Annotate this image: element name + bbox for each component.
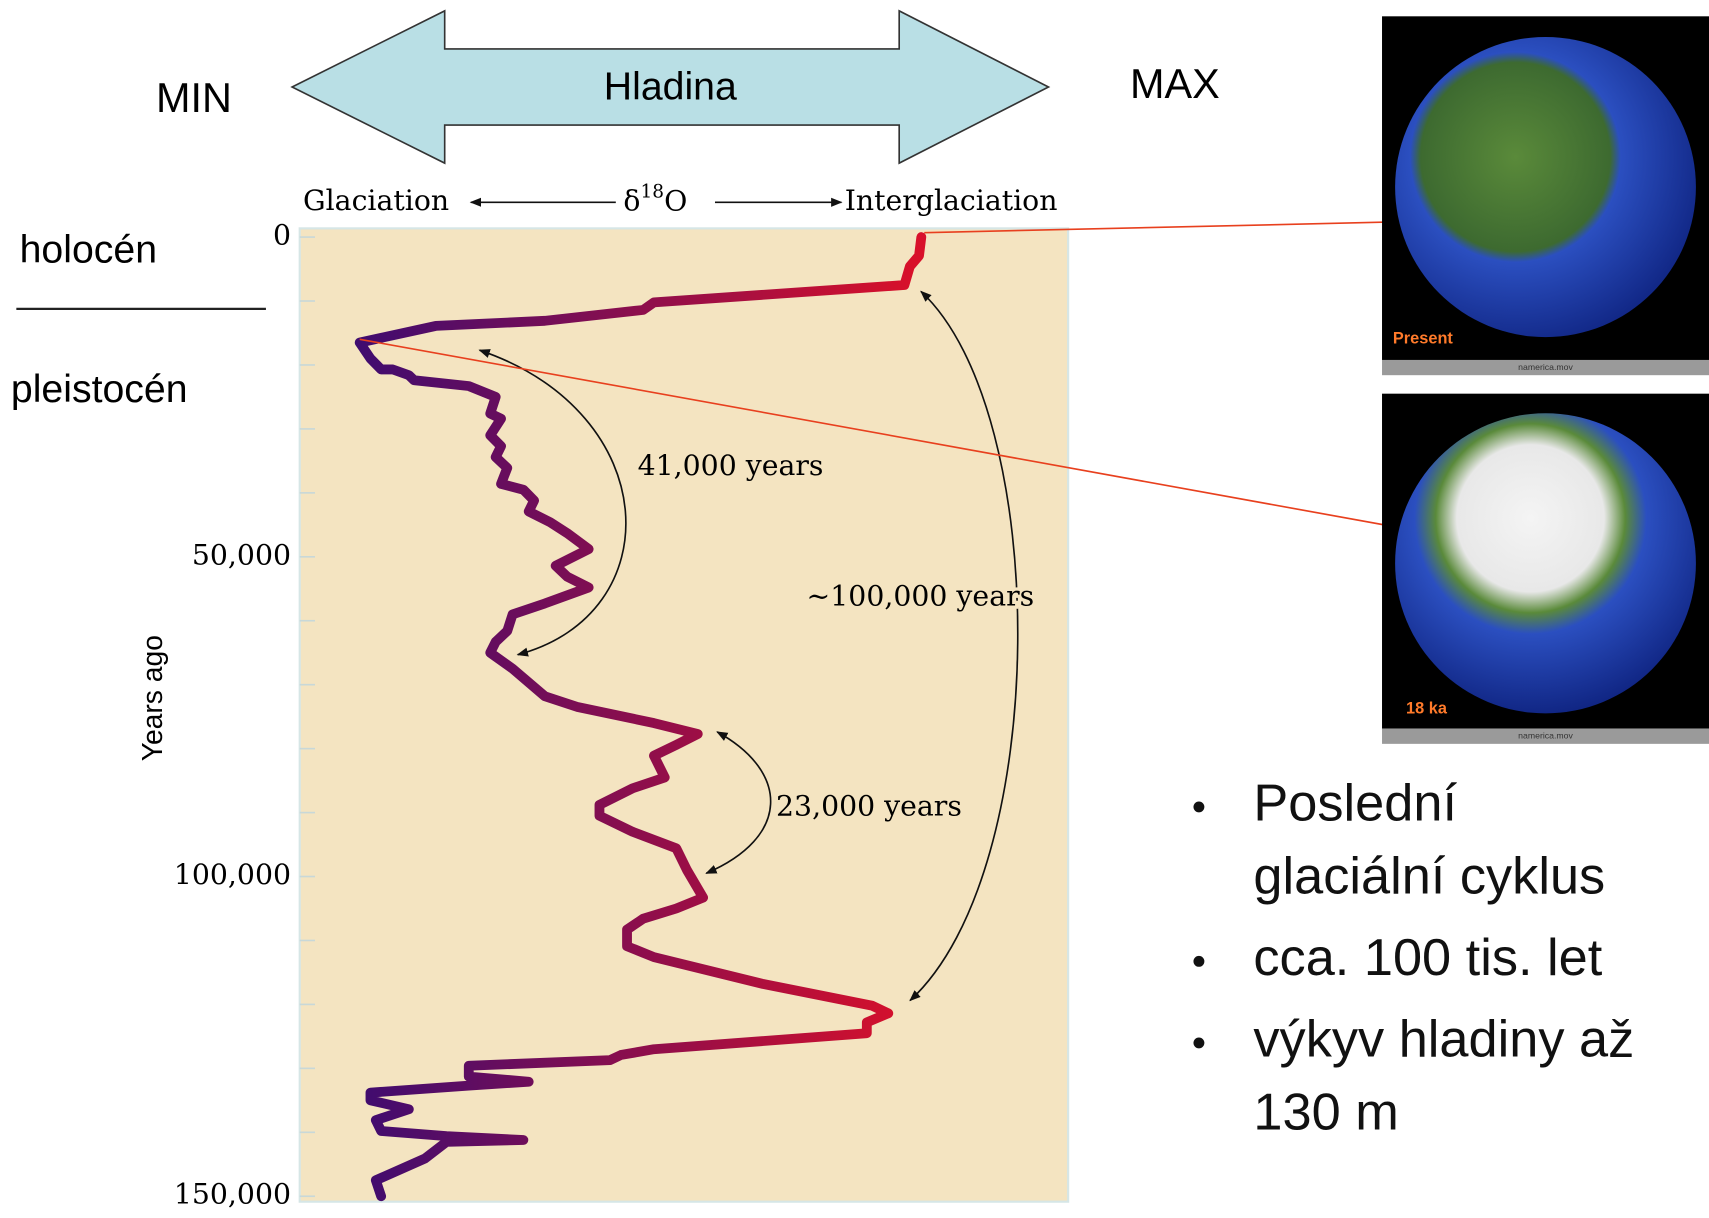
- plot: 0 50,000 100,000 150,000: [174, 219, 927, 1211]
- bullet-list: Poslední glaciální cyklus cca. 100 tis. le…: [1193, 775, 1634, 1142]
- cycle-arc: [478, 349, 627, 657]
- plot-area: [298, 227, 1070, 1203]
- y-axis-label: Years ago: [136, 635, 168, 761]
- min-label: MIN: [156, 75, 232, 121]
- image-strip: [1382, 728, 1709, 744]
- bullet-text: glaciální cyklus: [1253, 848, 1605, 906]
- annotation: ~100,000 years: [807, 580, 1035, 613]
- bullet-text: Poslední: [1253, 775, 1457, 833]
- x-left-label: Glaciation: [303, 184, 449, 217]
- x-right-label: Interglaciation: [845, 184, 1058, 217]
- y-tick-label: 0: [273, 219, 291, 252]
- data-line: [354, 232, 927, 1202]
- x-label-part: δ: [623, 184, 640, 217]
- x-label: δ18O: [623, 181, 687, 216]
- image-strip: [1382, 359, 1709, 376]
- y-tick-label: 150,000: [174, 1178, 291, 1211]
- globe: [1395, 36, 1696, 338]
- epoch-label: holocén: [20, 229, 157, 272]
- cycle-arc: [705, 731, 772, 875]
- image-caption: 18 ka: [1406, 699, 1448, 717]
- globe: [1395, 413, 1696, 714]
- max-label: MAX: [1130, 61, 1220, 107]
- bullet-dot: [1193, 955, 1205, 967]
- annotation: 41,000 years: [638, 449, 824, 482]
- arrow-label: Hladina: [604, 66, 737, 109]
- epoch-label: pleistocén: [11, 368, 188, 411]
- bullet-text: 130 m: [1253, 1084, 1398, 1142]
- level-arrow: [290, 9, 1051, 165]
- cycle-arc: [909, 290, 1019, 1002]
- image-file: namerica.mov: [1518, 362, 1573, 372]
- connector-line: [924, 221, 1399, 234]
- bullet-dot: [1193, 1037, 1205, 1049]
- x-label-part: O: [664, 184, 687, 217]
- y-tick-label: 50,000: [192, 538, 291, 571]
- image-caption: Present: [1393, 330, 1454, 348]
- connector-line: [359, 338, 1399, 529]
- x-label-part: 18: [641, 181, 665, 202]
- bullet-text: výkyv hladiny až: [1253, 1011, 1634, 1069]
- bullet-text: cca. 100 tis. let: [1253, 929, 1602, 987]
- globe-image: Present namerica.mov: [1382, 16, 1709, 376]
- y-tick-label: 100,000: [174, 858, 291, 891]
- image-file: namerica.mov: [1518, 731, 1573, 741]
- annotation: 23,000 years: [776, 790, 962, 823]
- bullet-dot: [1193, 801, 1205, 813]
- globe-image: 18 ka namerica.mov: [1382, 393, 1709, 744]
